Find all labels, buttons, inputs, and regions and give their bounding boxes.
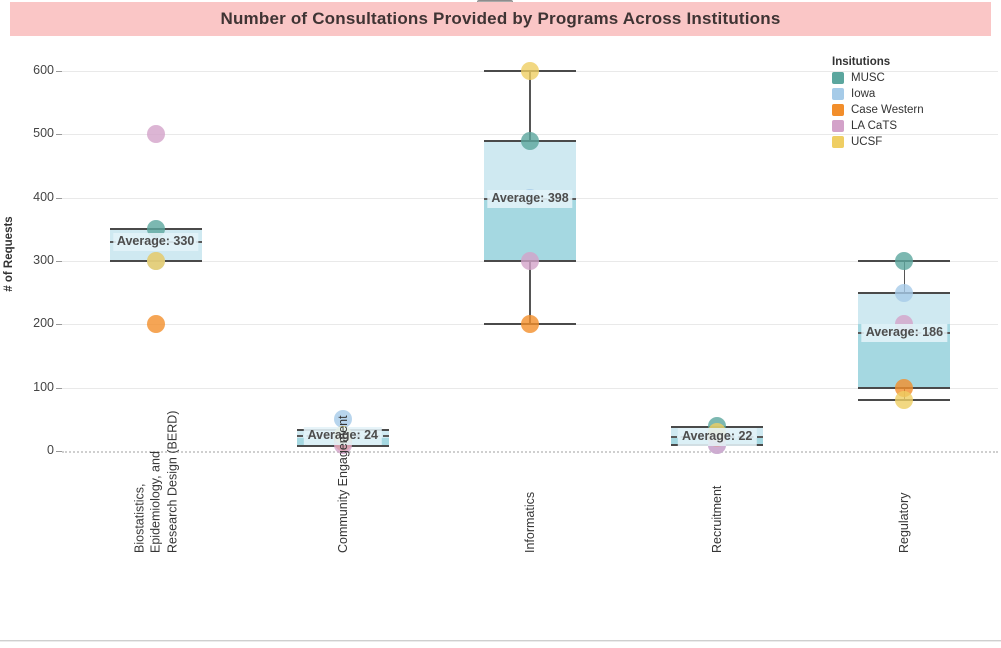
legend: Insitutions MUSC Iowa Case Western LA CaTS U…	[832, 56, 924, 152]
y-tick-mark-0	[56, 451, 62, 452]
legend-item-label: UCSF	[851, 136, 883, 148]
y-tick-label-200: 200	[33, 316, 54, 331]
legend-item-la-cats[interactable]: LA CaTS	[832, 120, 924, 132]
y-tick-mark-100	[56, 387, 62, 389]
average-label-2: Average: 398	[487, 189, 573, 208]
legend-item-ucsf[interactable]: UCSF	[832, 136, 924, 148]
chart-title: Number of Consultations Provided by Prog…	[220, 9, 781, 28]
whisker-lower-line-2	[529, 261, 531, 325]
legend-swatch-icon	[832, 104, 844, 116]
point-musc-2[interactable]	[521, 131, 539, 150]
legend-swatch-icon	[832, 88, 844, 100]
average-label-1: Average: 24	[303, 426, 383, 445]
point-ucsf-2[interactable]	[521, 62, 539, 80]
legend-item-iowa[interactable]: Iowa	[832, 88, 924, 100]
y-tick-label-600: 600	[33, 63, 54, 77]
point-musc-4[interactable]	[895, 252, 914, 270]
legend-item-label: MUSC	[851, 72, 885, 84]
legend-title: Insitutions	[832, 56, 891, 68]
bottom-divider	[0, 640, 1001, 642]
average-label-3: Average: 22	[677, 428, 757, 447]
whisker-upper-line-2	[529, 71, 531, 141]
box-upper-quartile-2[interactable]	[484, 140, 576, 198]
box-lower-quartile-2[interactable]	[484, 197, 576, 261]
point-ucsf-0[interactable]	[146, 252, 165, 270]
y-tick-mark-600	[56, 71, 62, 72]
legend-item-label: Case Western	[851, 104, 924, 116]
point-la-cats-0[interactable]	[146, 125, 165, 144]
y-tick-mark-200	[56, 324, 62, 326]
legend-item-musc[interactable]: MUSC	[832, 72, 924, 84]
point-ucsf-4[interactable]	[895, 391, 914, 410]
y-tick-label-400: 400	[33, 189, 54, 204]
point-case-western-2[interactable]	[521, 315, 539, 334]
point-iowa-1[interactable]	[333, 410, 352, 429]
average-label-4: Average: 186	[861, 324, 948, 343]
average-label-0: Average: 330	[112, 233, 199, 251]
whisker-upper-line-4	[903, 261, 906, 293]
chart-title-bar: Number of Consultations Provided by Prog…	[10, 2, 991, 36]
y-tick-mark-500	[56, 134, 62, 136]
legend-item-case-western[interactable]: Case Western	[832, 104, 924, 116]
legend-item-label: LA CaTS	[851, 120, 898, 132]
y-tick-label-100: 100	[33, 379, 54, 394]
point-la-cats-2[interactable]	[521, 252, 539, 270]
y-tick-label-0: 0	[47, 443, 54, 457]
legend-swatch-icon	[832, 72, 844, 84]
gridline-100	[62, 387, 998, 389]
y-tick-label-300: 300	[33, 253, 54, 267]
gridline-0	[62, 451, 998, 453]
legend-swatch-icon	[832, 120, 844, 132]
y-tick-mark-400	[56, 197, 62, 199]
y-tick-label-500: 500	[33, 126, 54, 141]
legend-item-label: Iowa	[851, 88, 876, 100]
legend-swatch-icon	[832, 136, 844, 148]
y-tick-mark-300	[56, 261, 62, 262]
point-iowa-4[interactable]	[895, 283, 914, 302]
point-case-western-0[interactable]	[146, 315, 165, 334]
